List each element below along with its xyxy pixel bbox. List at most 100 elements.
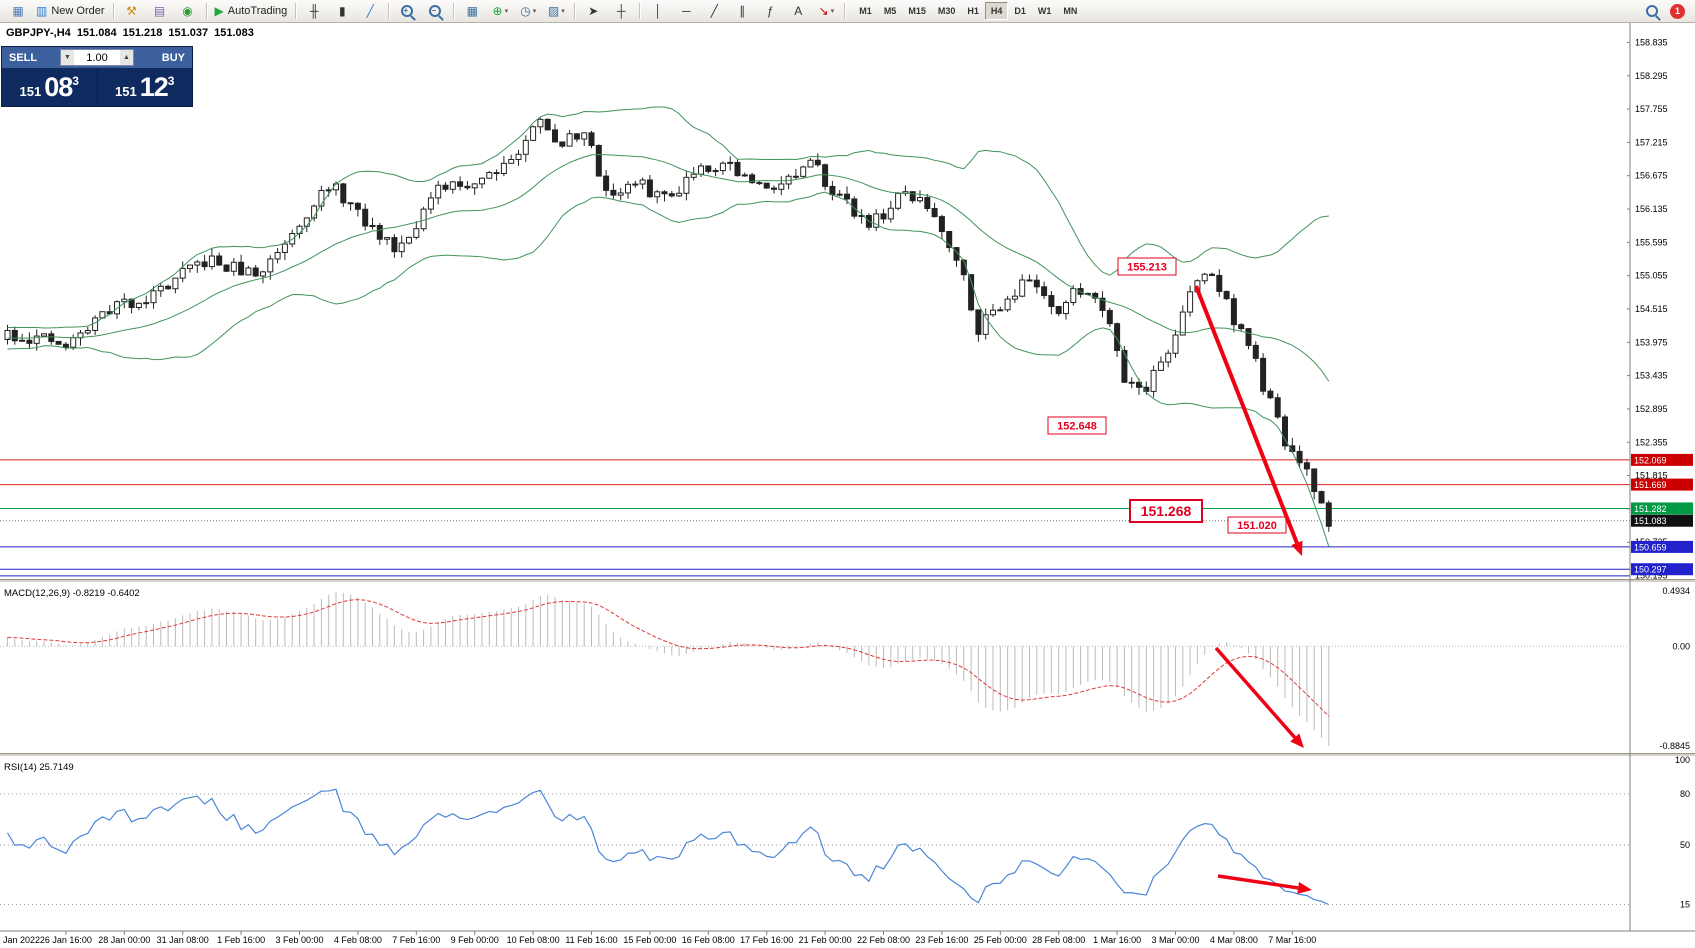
svg-text:152.355: 152.355	[1635, 437, 1668, 447]
sell-tab[interactable]: SELL	[9, 51, 38, 64]
text-tool-button[interactable]: A	[784, 1, 812, 22]
indicators-icon: ⊕	[492, 4, 503, 18]
svg-text:22 Feb 08:00: 22 Feb 08:00	[857, 935, 910, 945]
rsi-line	[6, 788, 1330, 906]
timeframe-h4-button[interactable]: H4	[984, 2, 1009, 20]
market-button[interactable]: ◉	[174, 1, 202, 22]
timeframe-m30-button[interactable]: M30	[937, 6, 956, 16]
volume-increase-button[interactable]: ▲	[120, 50, 133, 65]
templates-button[interactable]: ▨ ▾	[542, 1, 570, 22]
scripts-button[interactable]: ▤	[146, 1, 174, 22]
bollinger-upper-band	[7, 106, 1329, 329]
vertical-line-button[interactable]: │	[644, 1, 672, 22]
crosshair-button[interactable]: ┼	[607, 1, 635, 22]
macd-indicator-label: MACD(12,26,9) -0.8219 -0.6402	[4, 588, 140, 599]
price-label-151268	[1129, 499, 1203, 523]
toolbar-separator	[574, 3, 576, 19]
toolbar-buttons: ▦ ▥ New Order ⚒ ▤ ◉ ▶ AutoTrading ╫ ▮ ╱ + − ▦ ⊕ ▾ ◷ ▾ ▨ ▾ ➤ ┼…	[4, 1, 840, 22]
svg-text:25 Feb 00:00: 25 Feb 00:00	[974, 935, 1027, 945]
market-icon: ◉	[182, 4, 193, 18]
svg-text:4 Mar 08:00: 4 Mar 08:00	[1210, 935, 1258, 945]
svg-text:157.755: 157.755	[1635, 104, 1668, 114]
sell-price-button[interactable]: 151 08 3	[2, 68, 97, 106]
candlestick-chart-type-button[interactable]: ▮	[328, 1, 356, 22]
cursor-button[interactable]: ➤	[579, 1, 607, 22]
search-button[interactable]	[1645, 4, 1660, 19]
text-tool-icon: A	[794, 4, 803, 18]
toolbar-separator	[388, 3, 390, 19]
timeframe-mn-button[interactable]: MN	[1063, 6, 1078, 16]
trendline-button[interactable]: ╱	[700, 1, 728, 22]
buy-tab[interactable]: BUY	[161, 51, 185, 64]
dropdown-arrow-icon[interactable]: ▾	[532, 8, 537, 15]
buy-price-button[interactable]: 151 12 3	[96, 68, 193, 106]
svg-text:21 Feb 00:00: 21 Feb 00:00	[799, 935, 852, 945]
toolbar-separator	[205, 3, 207, 19]
svg-text:153.435: 153.435	[1635, 371, 1668, 381]
expert-advisors-button[interactable]: ⚒	[118, 1, 146, 22]
svg-text:23 Feb 16:00: 23 Feb 16:00	[915, 935, 968, 945]
main-toolbar: ▦ ▥ New Order ⚒ ▤ ◉ ▶ AutoTrading ╫ ▮ ╱ + − ▦ ⊕ ▾ ◷ ▾ ▨ ▾ ➤ ┼…	[0, 0, 1695, 23]
svg-text:151.268: 151.268	[1141, 503, 1192, 519]
dropdown-arrow-icon[interactable]: ▾	[504, 8, 509, 15]
panel-separators	[0, 579, 1695, 757]
svg-text:154.515: 154.515	[1635, 304, 1668, 314]
svg-text:15 Feb 00:00: 15 Feb 00:00	[623, 935, 676, 945]
one-click-trading-panel: SELL ▼ 1.00 ▲ BUY 151 08 3 151 12 3	[1, 46, 193, 107]
svg-text:50: 50	[1680, 840, 1690, 850]
macd-panel: 0.4934 0.00 -0.8845	[0, 586, 1690, 751]
svg-text:155.055: 155.055	[1635, 271, 1668, 281]
volume-decrease-button[interactable]: ▼	[61, 50, 74, 65]
svg-text:155.213: 155.213	[1127, 261, 1167, 273]
tile-windows-button[interactable]: ▦	[458, 1, 486, 22]
svg-text:0.4934: 0.4934	[1662, 586, 1690, 596]
horizontal-line-button[interactable]: ─	[672, 1, 700, 22]
candlestick-series	[4, 117, 1332, 532]
timeframe-m5-button[interactable]: M5	[883, 6, 897, 16]
notifications-badge[interactable]: 1	[1670, 3, 1685, 19]
dropdown-arrow-icon[interactable]: ▾	[830, 8, 835, 15]
bar-chart-type-button[interactable]: ╫	[300, 1, 328, 22]
new-order-button[interactable]: ▥ New Order	[32, 1, 109, 22]
svg-text:151.020: 151.020	[1237, 520, 1277, 532]
search-icon	[1646, 4, 1658, 17]
svg-text:158.835: 158.835	[1635, 37, 1668, 47]
expert-advisors-icon: ⚒	[126, 4, 137, 18]
timeframe-w1-button[interactable]: W1	[1037, 6, 1052, 16]
new-chart-button[interactable]: ▦	[4, 1, 32, 22]
svg-text:151.669: 151.669	[1634, 480, 1667, 490]
channel-icon: ∥	[739, 4, 746, 18]
indicators-button[interactable]: ⊕ ▾	[486, 1, 514, 22]
autotrading-icon: ▶	[214, 4, 224, 18]
price-label-151020	[1227, 516, 1287, 534]
timeframe-d1-button[interactable]: D1	[1014, 6, 1026, 16]
dropdown-arrow-icon[interactable]: ▾	[561, 8, 565, 15]
svg-text:3 Feb 00:00: 3 Feb 00:00	[275, 935, 323, 945]
quote-open: 151.084	[76, 27, 117, 39]
volume-value[interactable]: 1.00	[86, 52, 108, 64]
zoom-out-icon: −	[428, 4, 443, 19]
price-label-155213	[1117, 257, 1177, 276]
timeframe-h1-button[interactable]: H1	[967, 6, 979, 16]
autotrading-button[interactable]: ▶ AutoTrading	[211, 1, 292, 22]
timeframe-m15-button[interactable]: M15	[908, 6, 926, 16]
svg-text:155.595: 155.595	[1635, 237, 1668, 247]
arrows-tool-button[interactable]: ↘ ▾	[812, 1, 840, 22]
templates-icon: ▨	[547, 4, 560, 18]
toolbar-separator	[639, 3, 641, 19]
periods-button[interactable]: ◷ ▾	[514, 1, 542, 22]
channel-button[interactable]: ∥	[728, 1, 756, 22]
sell-price-sup: 3	[72, 74, 79, 88]
line-chart-type-button[interactable]: ╱	[356, 1, 384, 22]
fibonacci-button[interactable]: ƒ	[756, 1, 784, 22]
quote-high: 151.218	[122, 27, 163, 39]
cursor-icon: ➤	[588, 4, 599, 18]
timeframe-m1-button[interactable]: M1	[859, 6, 872, 16]
toolbar-separator	[453, 3, 455, 19]
scripts-icon: ▤	[153, 4, 166, 18]
svg-text:3 Mar 00:00: 3 Mar 00:00	[1151, 935, 1199, 945]
zoom-out-button[interactable]: −	[421, 1, 449, 22]
bollinger-bands	[7, 106, 1330, 547]
zoom-in-button[interactable]: +	[393, 1, 421, 22]
